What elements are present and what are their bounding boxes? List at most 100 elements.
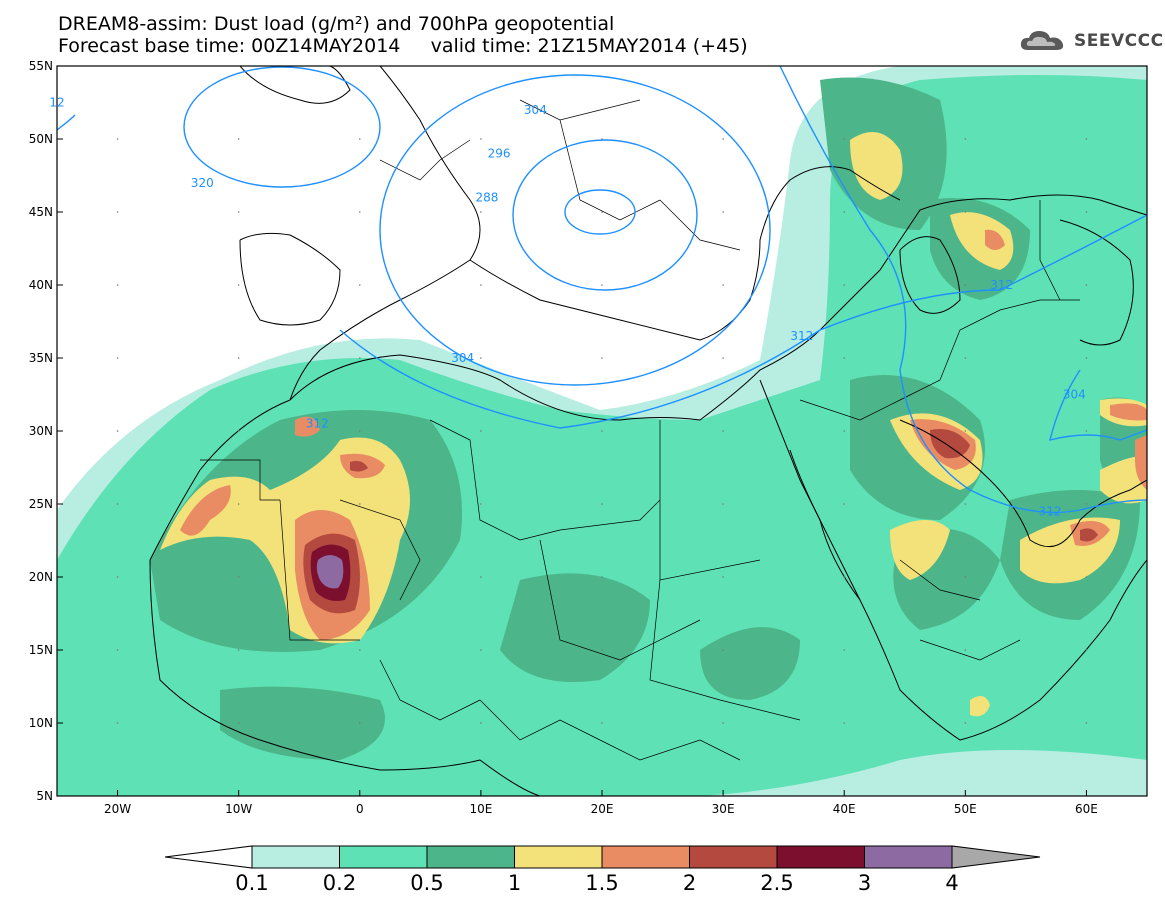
lat-lon-grid <box>116 138 1088 724</box>
lat-tick-label: 40N <box>29 278 53 292</box>
contour-label: 304 <box>1063 388 1086 402</box>
lat-tick-label: 55N <box>29 59 53 73</box>
grid-dot <box>722 503 724 505</box>
grid-dot <box>358 430 361 432</box>
colorbar-swatch <box>864 845 953 869</box>
grid-dot <box>237 284 240 286</box>
country-borders <box>200 99 1080 761</box>
grid-dot <box>1085 211 1088 213</box>
grid-dot <box>116 722 119 724</box>
contour-304 <box>379 74 771 386</box>
grid-dot <box>964 649 967 651</box>
contour-label: 312 <box>990 278 1013 292</box>
grid-dot <box>964 357 967 359</box>
grid-dot <box>722 722 724 724</box>
colorbar-max-arrow <box>951 845 1041 869</box>
grid-dot <box>843 430 846 432</box>
contour-label: 312 <box>790 329 813 343</box>
colorbar-label: 0.5 <box>410 871 443 895</box>
grid-dot <box>1085 138 1088 140</box>
grid-dot <box>601 211 603 213</box>
grid-dot <box>964 211 967 213</box>
logo-text: SEEVCCC <box>1074 31 1164 51</box>
lon-tick-label: 40E <box>833 802 856 816</box>
lon-tick-label: 10E <box>469 802 492 816</box>
longitude-labels: 20W 10W 0 10E 20E 30E 40E 50E 60E <box>104 790 1098 816</box>
colorbar-swatch <box>514 845 603 869</box>
grid-dot <box>964 138 967 140</box>
contour-288 <box>564 189 636 235</box>
colorbar-swatch <box>426 845 515 869</box>
grid-dot <box>722 138 724 140</box>
colorbar-swatch <box>251 845 340 869</box>
grid-dot <box>358 284 361 286</box>
cloud-icon <box>1020 31 1064 50</box>
grid-dot <box>480 722 482 724</box>
colorbar-swatch <box>601 845 690 869</box>
grid-dot <box>358 357 361 359</box>
grid-dot <box>601 138 603 140</box>
grid-dot <box>843 284 846 286</box>
lat-tick-label: 5N <box>36 789 53 803</box>
contour-312-west <box>57 114 76 131</box>
lon-tick-label: 60E <box>1075 802 1098 816</box>
contour-304-east <box>1049 369 1147 441</box>
grid-dot <box>358 138 361 140</box>
grid-dot <box>964 430 967 432</box>
grid-dot <box>237 430 240 432</box>
grid-dot <box>843 722 846 724</box>
grid-dot <box>358 503 361 505</box>
grid-dot <box>237 649 240 651</box>
grid-dot <box>116 576 119 578</box>
contour-label: 304 <box>524 103 547 117</box>
grid-dot <box>237 722 240 724</box>
lat-tick-label: 15N <box>29 643 53 657</box>
grid-dot <box>964 503 967 505</box>
grid-dot <box>480 211 482 213</box>
grid-dot <box>722 357 724 359</box>
grid-dot <box>964 576 967 578</box>
grid-dot <box>1085 649 1088 651</box>
grid-dot <box>480 138 482 140</box>
contour-label: 312 <box>306 417 329 431</box>
grid-dot <box>843 649 846 651</box>
colorbar-label: 2.5 <box>760 871 793 895</box>
grid-dot <box>843 211 846 213</box>
grid-dot <box>237 576 240 578</box>
lon-tick-label: 30E <box>712 802 735 816</box>
lat-tick-label: 50N <box>29 132 53 146</box>
forecast-time-line: Forecast base time: 00Z14MAY2014 valid t… <box>58 35 748 57</box>
grid-dot <box>843 576 846 578</box>
grid-dot <box>358 211 361 213</box>
grid-dot <box>237 211 240 213</box>
grid-dot <box>1085 503 1088 505</box>
grid-dot <box>1085 357 1088 359</box>
lat-tick-label: 45N <box>29 205 53 219</box>
lon-tick-label: 50E <box>954 802 977 816</box>
grid-dot <box>601 576 603 578</box>
grid-dot <box>237 503 240 505</box>
colorbar-label: 3 <box>858 871 871 895</box>
contour-296 <box>512 139 698 291</box>
grid-dot <box>843 503 846 505</box>
grid-dot <box>964 722 967 724</box>
contour-312-main <box>339 214 1147 429</box>
grid-dot <box>843 357 846 359</box>
grid-dot <box>480 503 482 505</box>
colorbar: 0.1 0.2 0.5 1 1.5 2 2.5 3 4 <box>164 845 1041 895</box>
grid-dot <box>237 357 240 359</box>
grid-dot <box>116 284 119 286</box>
grid-dot <box>601 430 603 432</box>
grid-dot <box>843 138 846 140</box>
lon-tick-label: 20E <box>591 802 614 816</box>
contour-label: 312 <box>1039 504 1062 518</box>
colorbar-label: 0.1 <box>235 871 268 895</box>
grid-dot <box>722 576 724 578</box>
colorbar-swatch <box>776 845 865 869</box>
grid-dot <box>480 576 482 578</box>
latitude-labels: 55N 50N 45N 40N 35N 30N 25N 20N 15N 10N 5N <box>29 59 63 803</box>
colorbar-label: 1.5 <box>585 871 618 895</box>
colorbar-label: 1 <box>508 871 521 895</box>
